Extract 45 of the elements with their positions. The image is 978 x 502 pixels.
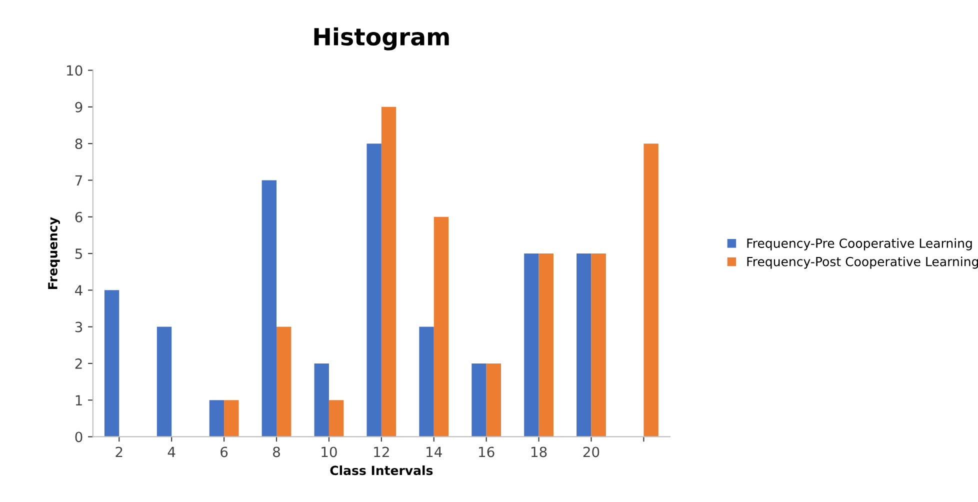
x-tick-label: 18: [531, 446, 547, 458]
bar: [366, 144, 382, 437]
chart-title: Histogram: [314, 27, 449, 50]
y-axis-title: Frequency: [48, 217, 60, 289]
bar: [104, 290, 120, 437]
x-tick-label: 6: [220, 446, 228, 458]
y-tick-label: 6: [75, 212, 82, 222]
bar: [276, 326, 292, 437]
bar: [381, 106, 396, 437]
bar: [472, 363, 486, 437]
y-tick-label: 5: [75, 248, 82, 259]
bar: [524, 254, 539, 437]
y-tick-label: 2: [75, 358, 82, 369]
bar: [591, 254, 606, 437]
x-tick-label: 10: [322, 446, 337, 458]
x-tick-label: 16: [479, 446, 494, 458]
legend-label: Frequency-Post Cooperative Learning: [747, 256, 978, 269]
y-tick-label: 1: [76, 395, 82, 406]
bar: [419, 326, 434, 437]
x-tick-label: 4: [168, 446, 176, 458]
y-tick-label: 4: [75, 285, 82, 296]
x-tick-label: 12: [374, 446, 389, 458]
bar: [314, 363, 329, 437]
bar: [156, 326, 172, 437]
bar: [209, 400, 224, 437]
y-tick-label: 7: [75, 175, 82, 186]
bar: [262, 180, 277, 437]
y-tick-label: 3: [75, 322, 82, 332]
y-tick-label: 0: [75, 432, 82, 442]
bar: [486, 363, 502, 437]
bar: [576, 254, 592, 437]
x-axis-title: Class Intervals: [330, 465, 433, 476]
x-tick-label: 8: [273, 446, 280, 458]
y-tick-label: 10: [67, 65, 82, 76]
bar: [644, 144, 658, 437]
bar: [224, 400, 239, 437]
bar: [328, 400, 344, 437]
bar: [538, 254, 554, 437]
y-tick-label: 8: [75, 138, 82, 150]
x-tick-label: 2: [116, 446, 122, 458]
y-tick-label: 9: [75, 102, 82, 112]
legend-label: Frequency-Pre Cooperative Learning: [747, 238, 972, 250]
bar: [434, 216, 449, 437]
x-tick-label: 20: [583, 446, 600, 458]
x-tick-label: 14: [426, 446, 442, 458]
